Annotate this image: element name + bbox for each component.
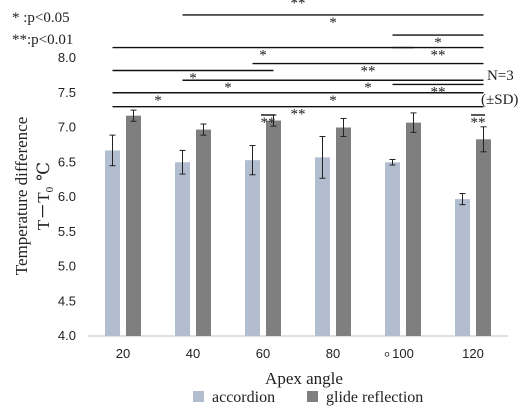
significance-label: **: [261, 115, 276, 131]
significance-group: ******** *** ** ******* **: [112, 0, 486, 131]
bar-glide-reflection: [476, 139, 491, 336]
x-tick-label: 80: [326, 346, 340, 361]
bar-glide-reflection: [126, 115, 141, 336]
y-tick-labels: 4.0 4.5 5.0 5.5 6.0 6.5 7.0 7.5 8.0: [58, 50, 76, 343]
bar-glide-reflection: [336, 127, 351, 336]
sig-legend-p05: * :p<0.05: [12, 10, 70, 26]
significance-label: *: [434, 35, 442, 51]
x-tick-label: 100: [392, 346, 414, 361]
significance-label: **: [471, 115, 486, 131]
y-axis-title-line1: Temperature difference: [12, 117, 31, 275]
bar-glide-reflection: [196, 129, 211, 336]
x-tick-label: 60: [256, 346, 270, 361]
bar-accordion: [385, 162, 400, 336]
x-tick-label: 20: [116, 346, 130, 361]
y-axis-title-main: T－T: [34, 192, 53, 230]
sd-label: (±SD): [481, 92, 518, 108]
significance-label: *: [329, 15, 337, 31]
bars-group: [105, 115, 491, 336]
significance-label: **: [361, 64, 376, 80]
x-tick-label: 120: [462, 346, 484, 361]
bar-accordion: [105, 150, 120, 336]
y-tick-label: 5.0: [58, 259, 76, 274]
error-bars-group: [109, 109, 487, 206]
legend-label-accordion: accordion: [212, 389, 275, 406]
significance-label: **: [431, 84, 446, 100]
y-tick-label: 6.0: [58, 189, 76, 204]
significance-label: *: [329, 93, 337, 109]
y-tick-label: 7.0: [58, 120, 76, 135]
bar-accordion: [455, 199, 470, 336]
n-label: N=3: [487, 68, 514, 84]
significance-label: *: [259, 48, 267, 64]
significance-label: **: [291, 0, 306, 11]
y-tick-label: 4.0: [58, 328, 76, 343]
y-axis-title: Temperature difference T－T0 ℃: [12, 117, 56, 275]
x-axis-title: Apex angle: [265, 369, 343, 388]
legend-label-glide-reflection: glide reflection: [326, 389, 423, 406]
bar-accordion: [315, 157, 330, 336]
x-axis-unit: °: [384, 350, 390, 366]
significance-label: *: [189, 71, 197, 87]
y-tick-label: 4.5: [58, 293, 76, 308]
bar-accordion: [175, 162, 190, 336]
y-tick-label: 6.5: [58, 154, 76, 169]
significance-label: *: [364, 80, 372, 96]
bar-glide-reflection: [406, 122, 421, 336]
bar-accordion: [245, 160, 260, 336]
significance-label: *: [154, 93, 162, 109]
y-axis-title-sub: 0: [44, 186, 56, 192]
y-tick-label: 8.0: [58, 50, 76, 65]
legend-swatch-accordion: [193, 391, 204, 402]
bar-glide-reflection: [266, 120, 281, 336]
y-tick-label: 5.5: [58, 224, 76, 239]
significance-label: **: [431, 48, 446, 64]
y-tick-label: 7.5: [58, 85, 76, 100]
legend-swatch-glide-reflection: [307, 391, 318, 402]
significance-label: **: [291, 107, 306, 123]
x-tick-label: 40: [186, 346, 200, 361]
y-axis-title-line2: T－T0 ℃: [34, 162, 56, 230]
x-tick-labels: 20 40 60 80 100 120: [116, 346, 484, 361]
y-axis-title-unit: ℃: [34, 162, 53, 181]
significance-label: *: [224, 80, 232, 96]
sig-legend-p01: **:p<0.01: [12, 32, 73, 48]
